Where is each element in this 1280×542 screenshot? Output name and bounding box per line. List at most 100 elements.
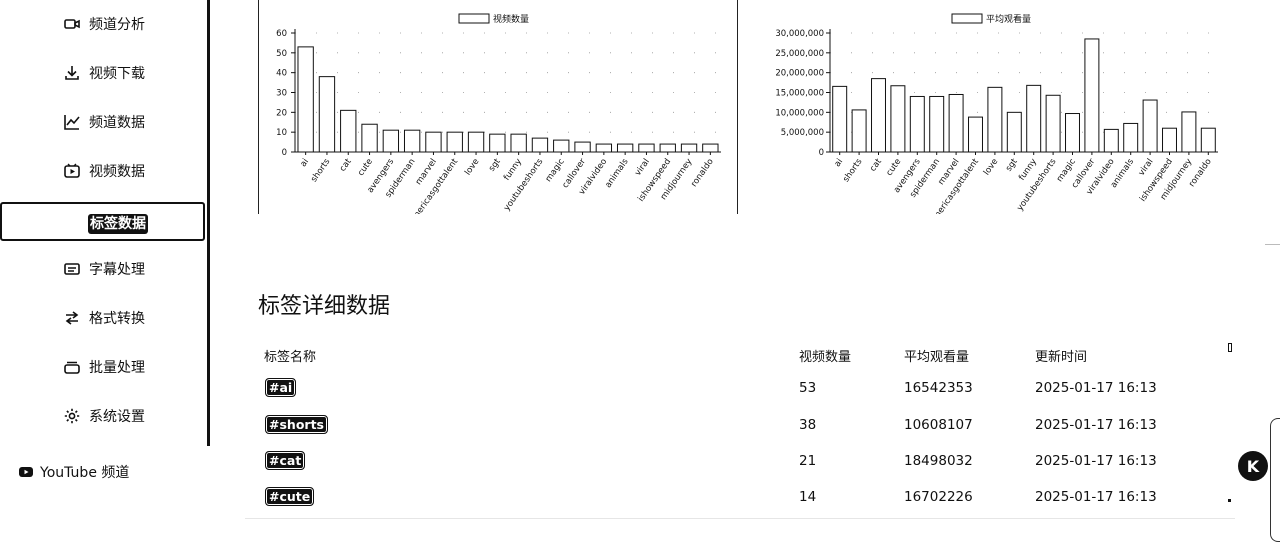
- bar: [659, 143, 676, 153]
- bar: [297, 46, 314, 153]
- sidebar-item-settings[interactable]: 系统设置: [0, 397, 207, 437]
- bar: [968, 116, 983, 153]
- video-count-cell: 38: [799, 417, 817, 433]
- bar: [1200, 127, 1216, 153]
- bar: [318, 76, 336, 153]
- avg-views-cell: 18498032: [904, 453, 973, 469]
- bar: [595, 143, 613, 153]
- bar: [1026, 84, 1042, 153]
- bar: [403, 129, 421, 153]
- bar: [616, 143, 634, 153]
- y-tick-label: 60: [276, 29, 287, 39]
- sidebar-item-label: 字幕处理: [89, 262, 145, 278]
- sidebar-item-video-download[interactable]: 视频下载: [0, 54, 207, 94]
- avg-views-cell: 16542353: [904, 380, 973, 396]
- updated-at-cell: 2025-01-17 16:13: [1035, 417, 1157, 433]
- y-tick-label: 50: [276, 49, 287, 59]
- bar: [929, 95, 945, 153]
- sidebar-item-subtitles[interactable]: 字幕处理: [0, 250, 207, 290]
- bar: [851, 109, 867, 153]
- x-tick-label: viral: [1137, 157, 1156, 178]
- x-tick-label: youtubeshorts: [502, 157, 546, 213]
- bar: [702, 143, 719, 153]
- column-header-avg-views: 平均观看量: [904, 350, 970, 365]
- bar: [361, 123, 378, 153]
- updated-at-cell: 2025-01-17 16:13: [1035, 453, 1157, 469]
- bar: [382, 129, 400, 153]
- sidebar-item-label: 格式转换: [89, 311, 145, 327]
- bar: [987, 86, 1003, 153]
- y-tick-label: 30,000,000: [775, 29, 824, 39]
- bar: [1181, 111, 1197, 153]
- swap-arrows-icon: [63, 309, 81, 327]
- y-tick-label: 20: [276, 108, 287, 118]
- tag-pill[interactable]: #cat: [265, 451, 306, 470]
- tag-pill[interactable]: #ai: [265, 378, 297, 397]
- assistant-logo-icon[interactable]: K: [1238, 451, 1268, 481]
- bar: [1103, 128, 1119, 153]
- x-tick-label: love: [982, 157, 1000, 177]
- bar: [832, 85, 848, 153]
- bar: [1142, 99, 1158, 153]
- bar: [871, 78, 886, 153]
- y-tick-label: 10,000,000: [775, 108, 824, 118]
- sidebar: 频道分析 视频下载 频道数据 视频数据 标签数据 字幕处理 格式转换: [0, 0, 212, 542]
- column-header-video-count: 视频数量: [799, 350, 852, 365]
- x-tick-label: sgt: [487, 156, 503, 173]
- video-count-chart-card: 视频数量 0 10 20 30 40 50 60 ai shorts cat cute avengers…: [258, 0, 738, 214]
- x-tick-label: shorts: [309, 157, 333, 185]
- y-tick-label: 5,000,000: [781, 128, 824, 138]
- avg-views-cell: 16702226: [904, 489, 973, 505]
- sidebar-item-format-convert[interactable]: 格式转换: [0, 299, 207, 339]
- bar: [1006, 111, 1022, 153]
- y-tick-label: 0: [282, 148, 287, 158]
- tag-pill[interactable]: #shorts: [265, 415, 328, 434]
- bar: [1123, 122, 1139, 153]
- x-tick-label: cute: [884, 157, 903, 178]
- sidebar-item-channel-data[interactable]: 频道数据: [0, 103, 207, 143]
- column-header-updated-at: 更新时间: [1035, 350, 1088, 365]
- youtube-icon: [18, 465, 34, 479]
- avg-views-cell: 10608107: [904, 417, 973, 433]
- x-tick-label: love: [463, 157, 481, 177]
- sidebar-item-video-data[interactable]: 视频数据: [0, 152, 207, 192]
- divider: [1265, 244, 1280, 245]
- x-tick-label: cat: [868, 156, 884, 173]
- x-tick-label: funny: [502, 157, 524, 183]
- bar: [510, 133, 527, 153]
- updated-at-cell: 2025-01-17 16:13: [1035, 489, 1157, 505]
- column-header-tag-name: 标签名称: [264, 350, 317, 365]
- sidebar-item-batch[interactable]: 批量处理: [0, 348, 207, 388]
- video-count-cell: 14: [799, 489, 817, 505]
- scroll-indicator-dot: [1228, 499, 1231, 502]
- youtube-channel-link[interactable]: YouTube 频道: [18, 462, 129, 482]
- download-icon: [63, 64, 81, 82]
- video-count-cell: 53: [799, 380, 817, 396]
- bar: [948, 93, 964, 153]
- bar: [553, 139, 570, 153]
- sidebar-item-label: 视频数据: [89, 164, 145, 180]
- x-tick-label: cute: [356, 157, 375, 178]
- x-tick-label: ronaldo: [689, 157, 716, 189]
- side-panel-handle[interactable]: [1270, 418, 1280, 542]
- bar: [1162, 127, 1177, 153]
- video-play-icon: [63, 162, 81, 180]
- tag-pill[interactable]: #cute: [265, 487, 315, 506]
- legend-label: 平均观看量: [986, 13, 1031, 25]
- bar: [340, 109, 357, 153]
- sidebar-item-channel-analysis[interactable]: 频道分析: [0, 5, 207, 45]
- y-tick-label: 0: [819, 148, 824, 158]
- sidebar-item-label: 视频下载: [89, 66, 145, 82]
- sidebar-item-tag-data[interactable]: 标签数据: [0, 202, 205, 241]
- video-camera-icon: [63, 15, 81, 33]
- bar: [909, 95, 925, 153]
- bar: [638, 143, 655, 153]
- bar: [531, 137, 549, 153]
- x-tick-label: shorts: [841, 157, 865, 185]
- x-tick-label: viral: [633, 157, 652, 178]
- bar: [489, 133, 506, 153]
- bar: [425, 131, 442, 153]
- bar: [680, 143, 698, 153]
- legend-swatch: [458, 13, 490, 24]
- bar: [574, 141, 591, 153]
